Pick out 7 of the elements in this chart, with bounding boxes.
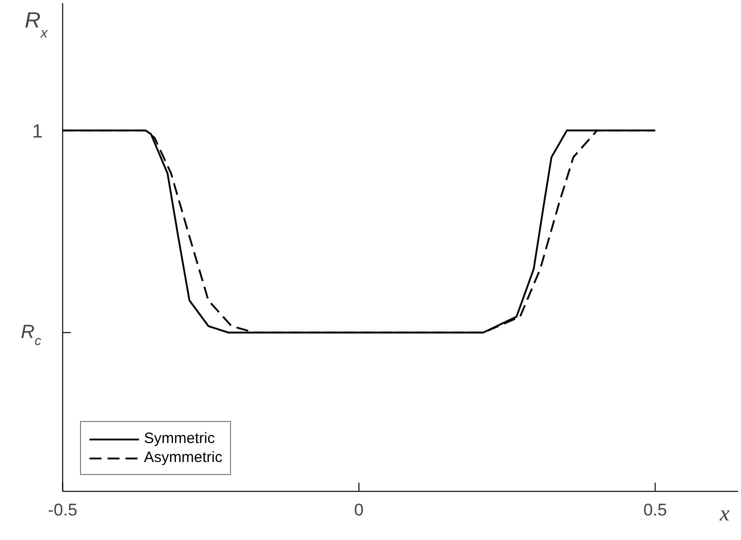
x-tick-label: 0 — [354, 500, 364, 520]
x-tick-label: 0.5 — [643, 500, 667, 520]
x-axis-title: x — [718, 500, 730, 526]
legend-label: Asymmetric — [144, 449, 222, 466]
legend-label: Symmetric — [144, 430, 215, 447]
x-tick-label: -0.5 — [48, 500, 78, 520]
text: 1 — [32, 121, 43, 142]
